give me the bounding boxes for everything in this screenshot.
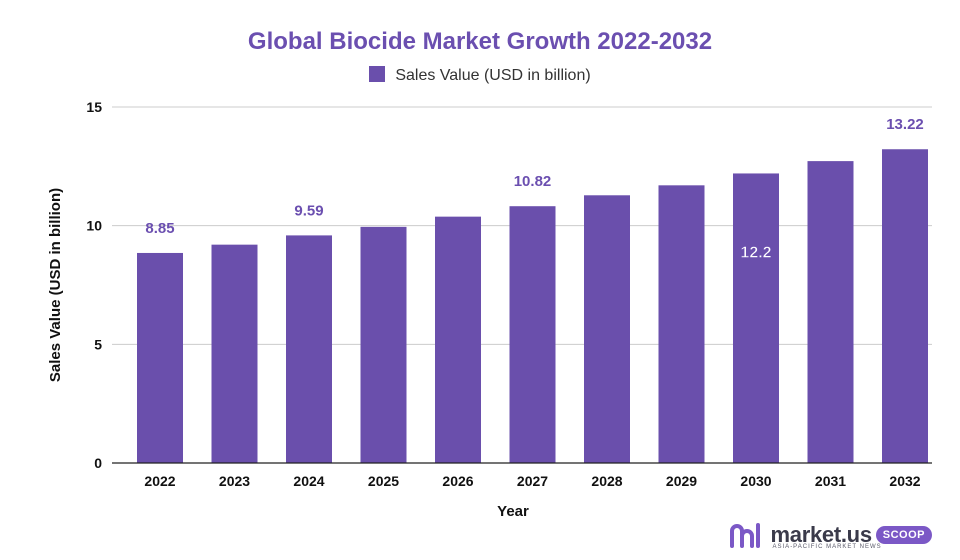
data-label: 10.82 <box>514 173 552 190</box>
x-tick-label: 2029 <box>666 473 697 489</box>
x-axis-title: Year <box>497 503 529 520</box>
bar <box>435 216 481 463</box>
bar <box>137 252 183 463</box>
brand-badge: SCOOP <box>875 526 932 544</box>
x-tick-label: 2027 <box>517 473 548 489</box>
x-tick-label: 2025 <box>368 473 399 489</box>
legend-label: Sales Value (USD in billion) <box>395 67 591 84</box>
bar <box>807 161 854 463</box>
x-tick-label: 2026 <box>442 473 473 489</box>
data-label: 9.59 <box>294 202 323 219</box>
bar <box>584 195 630 463</box>
market-us-logo-icon <box>729 523 760 548</box>
bar <box>658 185 705 463</box>
data-label: 8.85 <box>145 220 174 237</box>
y-axis-title: Sales Value (USD in billion) <box>47 188 64 382</box>
bar <box>211 244 258 463</box>
bar <box>286 235 332 463</box>
chart-legend: Sales Value (USD in billion) <box>0 66 960 85</box>
x-tick-label: 2023 <box>219 473 250 489</box>
brand-name: market.us <box>770 522 873 547</box>
legend-swatch <box>369 66 386 82</box>
brand-tagline: ASIA-PACIFIC MARKET NEWS <box>772 544 882 550</box>
y-tick-label: 10 <box>86 218 102 234</box>
x-tick-label: 2031 <box>815 473 846 489</box>
bar <box>360 226 407 463</box>
x-tick-label: 2032 <box>889 473 920 489</box>
y-tick-label: 0 <box>94 455 102 471</box>
brand-logo: market.us ASIA-PACIFIC MARKET NEWS SCOOP <box>729 520 932 550</box>
data-label: 13.22 <box>886 116 924 133</box>
bar <box>882 149 928 463</box>
y-tick-label: 5 <box>94 336 102 352</box>
x-tick-label: 2022 <box>144 473 175 489</box>
y-tick-label: 15 <box>86 99 102 115</box>
x-tick-label: 2024 <box>293 473 324 489</box>
data-label: 12.2 <box>740 244 771 261</box>
x-tick-label: 2028 <box>591 473 622 489</box>
chart-title: Global Biocide Market Growth 2022-2032 <box>247 28 713 55</box>
bar <box>733 173 779 463</box>
bar <box>509 206 556 464</box>
x-tick-label: 2030 <box>740 473 771 489</box>
